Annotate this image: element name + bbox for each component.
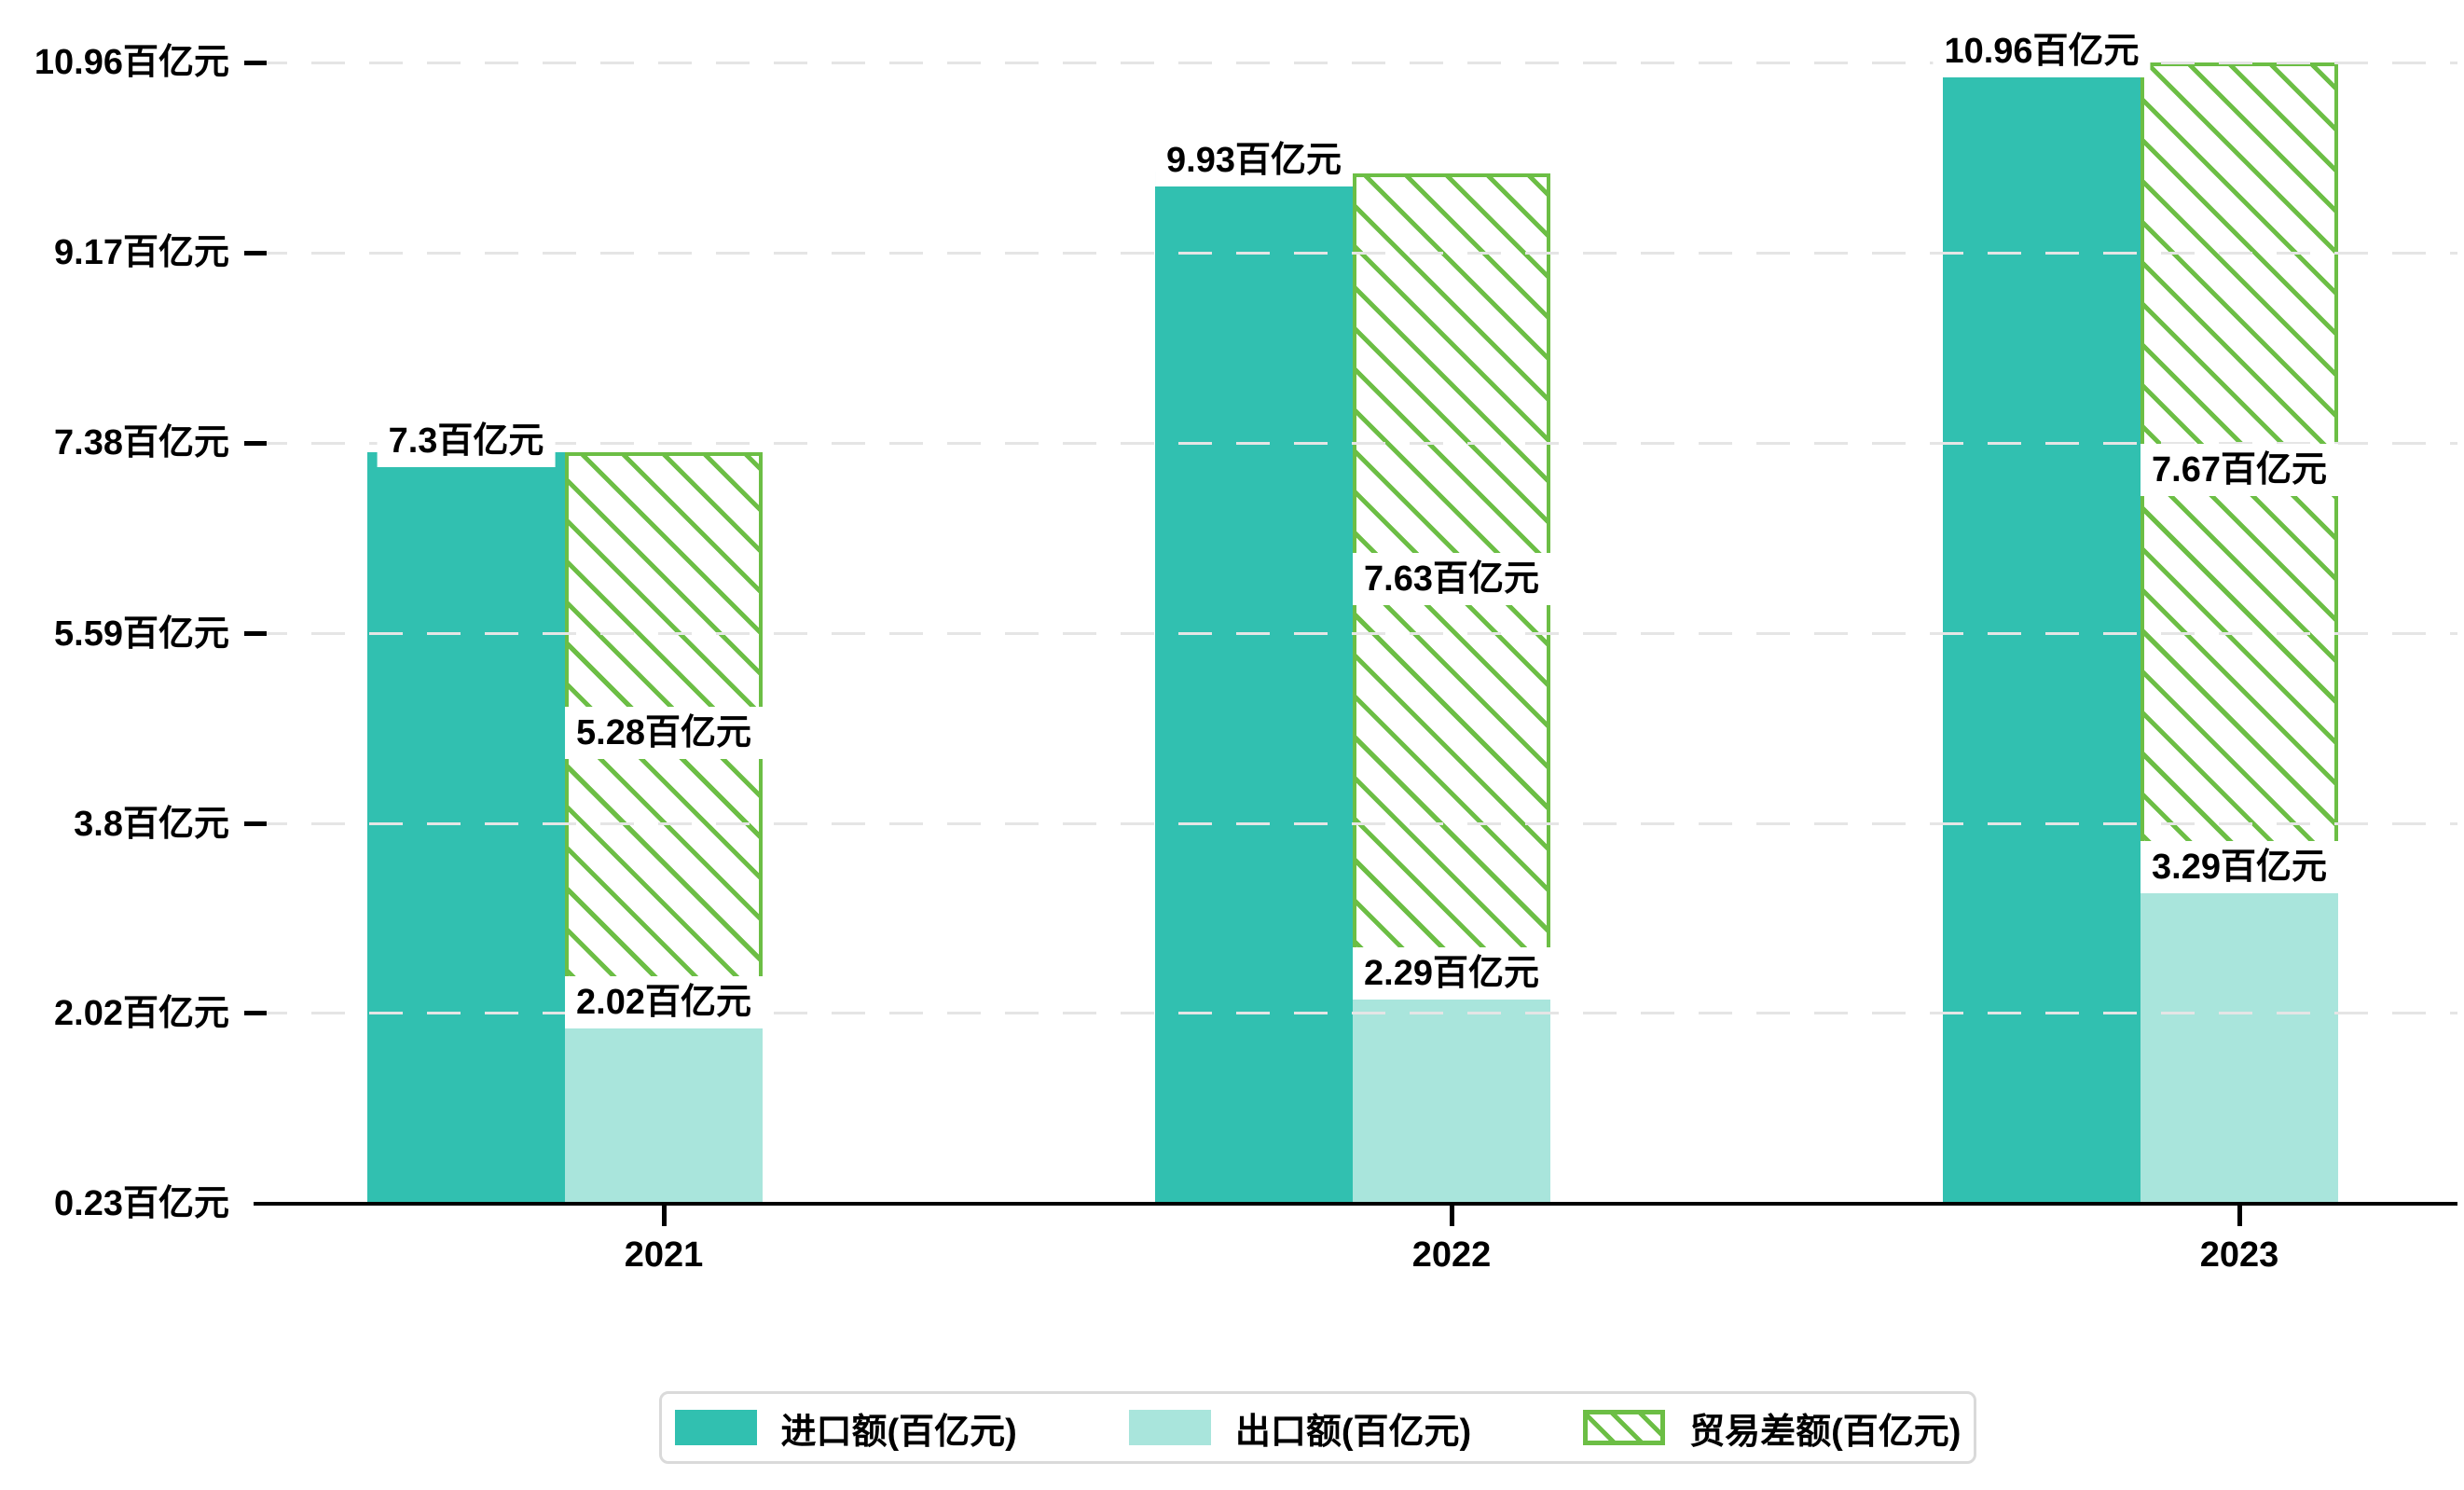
x-tick-mark-2022 <box>1449 1206 1454 1226</box>
gridline-5.59 <box>254 632 2457 636</box>
export-value-label-2021: 2.02百亿元 <box>565 975 763 1028</box>
gridline-7.38 <box>254 441 2457 445</box>
x-tick-label-2022: 2022 <box>1411 1235 1492 1275</box>
y-tick-label-3.8: 3.8百亿元 <box>74 804 229 844</box>
y-tick-label-2.02: 2.02百亿元 <box>54 993 229 1033</box>
export-bar-2021 <box>565 1013 763 1204</box>
y-tick-label-7.38: 7.38百亿元 <box>54 423 229 463</box>
gridline-2.02 <box>254 1012 2457 1015</box>
x-axis-line <box>254 1202 2457 1206</box>
legend: 进口额(百亿元) 出口额(百亿元) 贸易差额(百亿元) <box>659 1391 1976 1464</box>
export-value-label-2023: 3.29百亿元 <box>2141 840 2338 893</box>
trade-balance-value-label-2022: 7.63百亿元 <box>1353 552 1550 605</box>
legend-label-trade-balance: 贸易差额(百亿元) <box>1689 1412 1962 1452</box>
y-tick-label-0.23: 0.23百亿元 <box>54 1184 229 1223</box>
import-value-label-2023: 10.96百亿元 <box>1933 25 2151 77</box>
y-tick-label-5.59: 5.59百亿元 <box>54 614 229 654</box>
legend-label-exports: 出口额(百亿元) <box>1234 1412 1472 1452</box>
y-tick-mark-2.02 <box>244 1011 267 1016</box>
export-bar-2022 <box>1353 985 1550 1204</box>
gridline-10.96 <box>254 61 2457 64</box>
import-value-label-2022: 9.93百亿元 <box>1155 134 1353 187</box>
x-tick-label-2021: 2021 <box>624 1235 704 1275</box>
legend-item-imports: 进口额(百亿元) <box>674 1402 1017 1454</box>
legend-swatch-exports <box>1128 1410 1211 1445</box>
import-bar-2022 <box>1155 172 1353 1204</box>
y-tick-label-10.96: 10.96百亿元 <box>34 43 229 82</box>
y-tick-mark-3.8 <box>244 821 267 827</box>
x-tick-mark-2023 <box>2237 1206 2242 1226</box>
trade-balance-value-label-2021: 5.28百亿元 <box>565 706 763 759</box>
x-tick-mark-2021 <box>661 1206 667 1226</box>
legend-swatch-imports <box>674 1410 757 1445</box>
export-bar-2023 <box>2141 877 2338 1204</box>
legend-item-trade-balance: 贸易差额(百亿元) <box>1583 1402 1961 1454</box>
y-tick-label-9.17: 9.17百亿元 <box>54 233 229 273</box>
import-bar-2021 <box>367 451 565 1204</box>
y-tick-mark-7.38 <box>244 440 267 446</box>
x-tick-label-2023: 2023 <box>2199 1235 2279 1275</box>
legend-swatch-hatched-trade-balance <box>1583 1410 1666 1445</box>
gridline-3.8 <box>254 822 2457 826</box>
import-value-label-2021: 7.3百亿元 <box>377 414 556 467</box>
legend-item-exports: 出口额(百亿元) <box>1128 1402 1472 1454</box>
y-tick-mark-5.59 <box>244 631 267 637</box>
y-tick-mark-9.17 <box>244 250 267 255</box>
y-tick-mark-10.96 <box>244 60 267 65</box>
legend-label-imports: 进口额(百亿元) <box>780 1412 1017 1452</box>
gridline-9.17 <box>254 251 2457 255</box>
trade-balance-value-label-2023: 7.67百亿元 <box>2141 444 2338 497</box>
export-value-label-2022: 2.29百亿元 <box>1353 947 1550 1000</box>
